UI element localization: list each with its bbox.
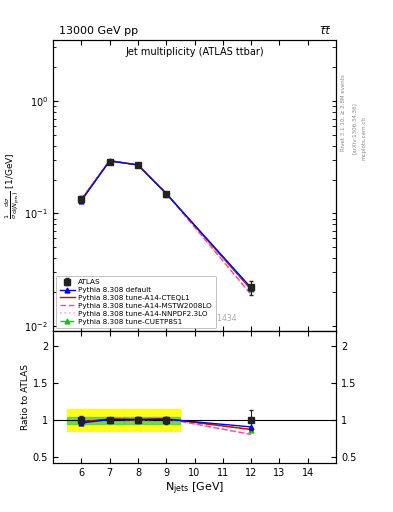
Pythia 8.308 tune-A14-CTEQL1: [107, 158, 112, 164]
Pythia 8.308 tune-CUETP8S1: [79, 197, 84, 203]
Pythia 8.308 tune-A14-CTEQL1: [164, 190, 169, 197]
Line: Pythia 8.308 default: Pythia 8.308 default: [79, 159, 253, 290]
Pythia 8.308 tune-A14-MSTW2008LO: [79, 197, 84, 203]
Text: t̅t̅: t̅t̅: [321, 26, 331, 35]
Pythia 8.308 tune-CUETP8S1: [164, 190, 169, 197]
Bar: [124, 417, 180, 424]
Pythia 8.308 tune-A14-MSTW2008LO: [249, 291, 253, 297]
Bar: [67, 417, 124, 424]
Text: [arXiv:1306.34,36]: [arXiv:1306.34,36]: [352, 102, 357, 154]
Pythia 8.308 tune-A14-CTEQL1: [249, 287, 253, 293]
Pythia 8.308 tune-A14-MSTW2008LO: [107, 158, 112, 164]
Line: Pythia 8.308 tune-A14-NNPDF2.3LO: Pythia 8.308 tune-A14-NNPDF2.3LO: [81, 161, 251, 294]
Y-axis label: Ratio to ATLAS: Ratio to ATLAS: [21, 364, 30, 430]
Bar: [67, 409, 124, 432]
Line: Pythia 8.308 tune-A14-MSTW2008LO: Pythia 8.308 tune-A14-MSTW2008LO: [81, 161, 251, 294]
Line: Pythia 8.308 tune-A14-CTEQL1: Pythia 8.308 tune-A14-CTEQL1: [81, 161, 251, 290]
Bar: [124, 409, 180, 432]
Text: ATLAS_2020_I1801434: ATLAS_2020_I1801434: [151, 313, 238, 323]
Pythia 8.308 tune-CUETP8S1: [107, 158, 112, 164]
Text: Jet multiplicity (ATLAS ttbar): Jet multiplicity (ATLAS ttbar): [125, 47, 264, 57]
Pythia 8.308 tune-A14-NNPDF2.3LO: [136, 162, 140, 168]
Pythia 8.308 tune-A14-NNPDF2.3LO: [164, 190, 169, 197]
Pythia 8.308 default: [136, 162, 140, 168]
Pythia 8.308 tune-A14-NNPDF2.3LO: [249, 291, 253, 297]
Pythia 8.308 default: [249, 285, 253, 291]
Pythia 8.308 default: [79, 198, 84, 204]
Pythia 8.308 tune-CUETP8S1: [136, 162, 140, 168]
Pythia 8.308 tune-A14-NNPDF2.3LO: [107, 158, 112, 164]
Legend: ATLAS, Pythia 8.308 default, Pythia 8.308 tune-A14-CTEQL1, Pythia 8.308 tune-A14: ATLAS, Pythia 8.308 default, Pythia 8.30…: [56, 275, 216, 328]
Pythia 8.308 tune-CUETP8S1: [249, 286, 253, 292]
Y-axis label: $\frac{1}{\sigma}\frac{\mathrm{d}\sigma}{\mathrm{d}(N_\mathrm{jets})}$ [1/GeV]: $\frac{1}{\sigma}\frac{\mathrm{d}\sigma}…: [3, 152, 22, 219]
Pythia 8.308 tune-A14-MSTW2008LO: [136, 162, 140, 168]
Pythia 8.308 default: [107, 158, 112, 164]
Text: mcplots.cern.ch: mcplots.cern.ch: [362, 116, 367, 160]
X-axis label: N$_{\mathrm{jets}}$ [GeV]: N$_{\mathrm{jets}}$ [GeV]: [165, 481, 224, 497]
Pythia 8.308 tune-A14-CTEQL1: [136, 162, 140, 168]
Pythia 8.308 tune-A14-CTEQL1: [79, 197, 84, 203]
Pythia 8.308 tune-A14-MSTW2008LO: [164, 190, 169, 197]
Text: 13000 GeV pp: 13000 GeV pp: [59, 26, 138, 35]
Line: Pythia 8.308 tune-CUETP8S1: Pythia 8.308 tune-CUETP8S1: [79, 158, 253, 291]
Pythia 8.308 tune-A14-NNPDF2.3LO: [79, 197, 84, 203]
Pythia 8.308 default: [164, 190, 169, 197]
Text: Rivet 3.1.10, ≥ 2.8M events: Rivet 3.1.10, ≥ 2.8M events: [341, 74, 346, 151]
